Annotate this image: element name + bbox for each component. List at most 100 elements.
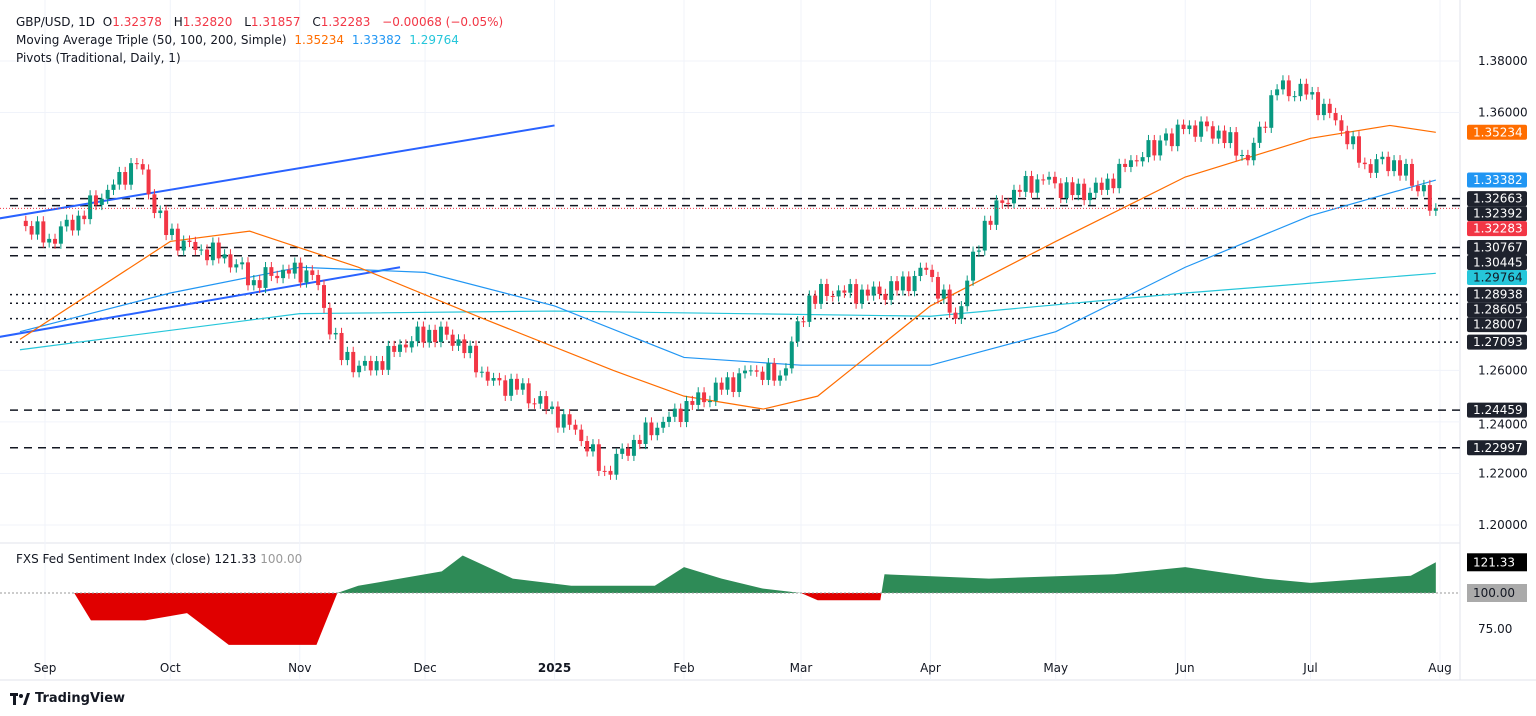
candle-body — [1427, 185, 1432, 211]
candle-body — [29, 226, 34, 235]
candle-body — [520, 383, 525, 390]
candle-body — [392, 345, 397, 352]
candle-body — [748, 370, 753, 372]
x-tick-label: 2025 — [538, 661, 571, 675]
candle-body — [608, 470, 613, 475]
candle-body — [304, 270, 309, 283]
candle-body — [702, 392, 707, 403]
pivot-label-bg — [1467, 206, 1527, 222]
candle-body — [164, 210, 169, 236]
pivot-label: 1.28007 — [1473, 318, 1523, 332]
y-tick-label: 1.38000 — [1478, 54, 1528, 68]
candle-body — [1158, 140, 1163, 156]
sentiment-area-positive — [19, 555, 1436, 593]
candle-body — [538, 396, 543, 404]
candle-body — [824, 283, 829, 296]
candle-body — [1140, 157, 1145, 162]
candle-body — [1398, 160, 1403, 176]
x-tick-label: Dec — [413, 661, 436, 675]
candle-body — [859, 289, 864, 304]
candle-body — [1199, 121, 1204, 137]
candle-body — [99, 198, 104, 205]
candle-body — [626, 448, 631, 456]
candle-body — [199, 249, 204, 251]
candle-body — [778, 375, 783, 381]
candle-body — [409, 341, 414, 348]
candle-body — [205, 249, 210, 261]
pivot-label-bg — [1467, 287, 1527, 303]
candle-body — [532, 403, 537, 405]
candle-body — [316, 274, 321, 286]
candle-body — [935, 276, 940, 299]
sentiment-tick-label: 75.00 — [1478, 622, 1512, 636]
ma-label: Moving Average Triple (50, 100, 200, Sim… — [16, 33, 287, 47]
candle-body — [1047, 176, 1052, 180]
open-label: O — [102, 15, 113, 29]
candle-body — [643, 422, 648, 444]
candle-body — [1228, 132, 1233, 144]
candle-body — [526, 383, 531, 404]
candle-body — [1152, 140, 1157, 156]
y-tick-label: 1.36000 — [1478, 106, 1528, 120]
candle-body — [93, 195, 98, 205]
candle-body — [766, 363, 771, 380]
candle-body — [988, 220, 993, 225]
candle-body — [842, 290, 847, 293]
candle-body — [620, 448, 625, 454]
candle-body — [1310, 92, 1315, 95]
candle-body — [187, 240, 192, 242]
candle-body — [1368, 164, 1373, 173]
candle-body — [1280, 80, 1285, 90]
pivot-label-bg — [1467, 317, 1527, 333]
candle-body — [503, 380, 508, 396]
candle-body — [474, 345, 479, 373]
x-tick-label: Jun — [1175, 661, 1195, 675]
pivot-label: 1.32392 — [1473, 207, 1523, 221]
pivot-label: 1.32663 — [1473, 192, 1523, 206]
candle-body — [427, 329, 432, 343]
candle-body — [1257, 126, 1262, 143]
ma50-price-label-bg — [1467, 124, 1527, 140]
candle-body — [1298, 83, 1303, 97]
candle-body — [240, 262, 245, 265]
candle-body — [421, 326, 426, 343]
candle-body — [836, 290, 841, 297]
candle-body — [450, 334, 455, 346]
pivot-label-bg — [1467, 302, 1527, 318]
candle-body — [70, 219, 75, 231]
candle-body — [514, 378, 519, 390]
candle-body — [953, 312, 958, 319]
ma200-price-label: 1.29764 — [1473, 270, 1523, 284]
candle-body — [783, 368, 788, 376]
candle-body — [251, 280, 256, 286]
candle-body — [1263, 126, 1268, 128]
pivot-label: 1.28605 — [1473, 303, 1523, 317]
candle-body — [661, 421, 666, 428]
candle-body — [854, 284, 859, 304]
candle-body — [1380, 156, 1385, 160]
candle-body — [1064, 182, 1069, 198]
candle-body — [795, 321, 800, 342]
tradingview-logo: TradingView — [10, 691, 125, 706]
candle-body — [76, 215, 81, 231]
candle-body — [1082, 183, 1087, 201]
candle-body — [1035, 179, 1040, 193]
candle-body — [58, 226, 63, 244]
candle-body — [666, 416, 671, 422]
pivot-label: 1.27093 — [1473, 335, 1523, 349]
x-tick-label: Feb — [673, 661, 694, 675]
last-price-label-bg — [1467, 221, 1527, 237]
candle-body — [912, 276, 917, 292]
candle-body — [1117, 163, 1122, 189]
candle-body — [210, 242, 215, 261]
ma200-line — [19, 272, 1436, 351]
candle-body — [368, 360, 373, 371]
candle-body — [88, 195, 93, 220]
y-tick-label: 1.26000 — [1478, 363, 1528, 377]
candle-body — [35, 221, 40, 235]
candle-body — [1433, 208, 1438, 211]
candle-body — [725, 377, 730, 390]
candle-body — [269, 267, 274, 276]
candle-body — [1316, 92, 1321, 116]
